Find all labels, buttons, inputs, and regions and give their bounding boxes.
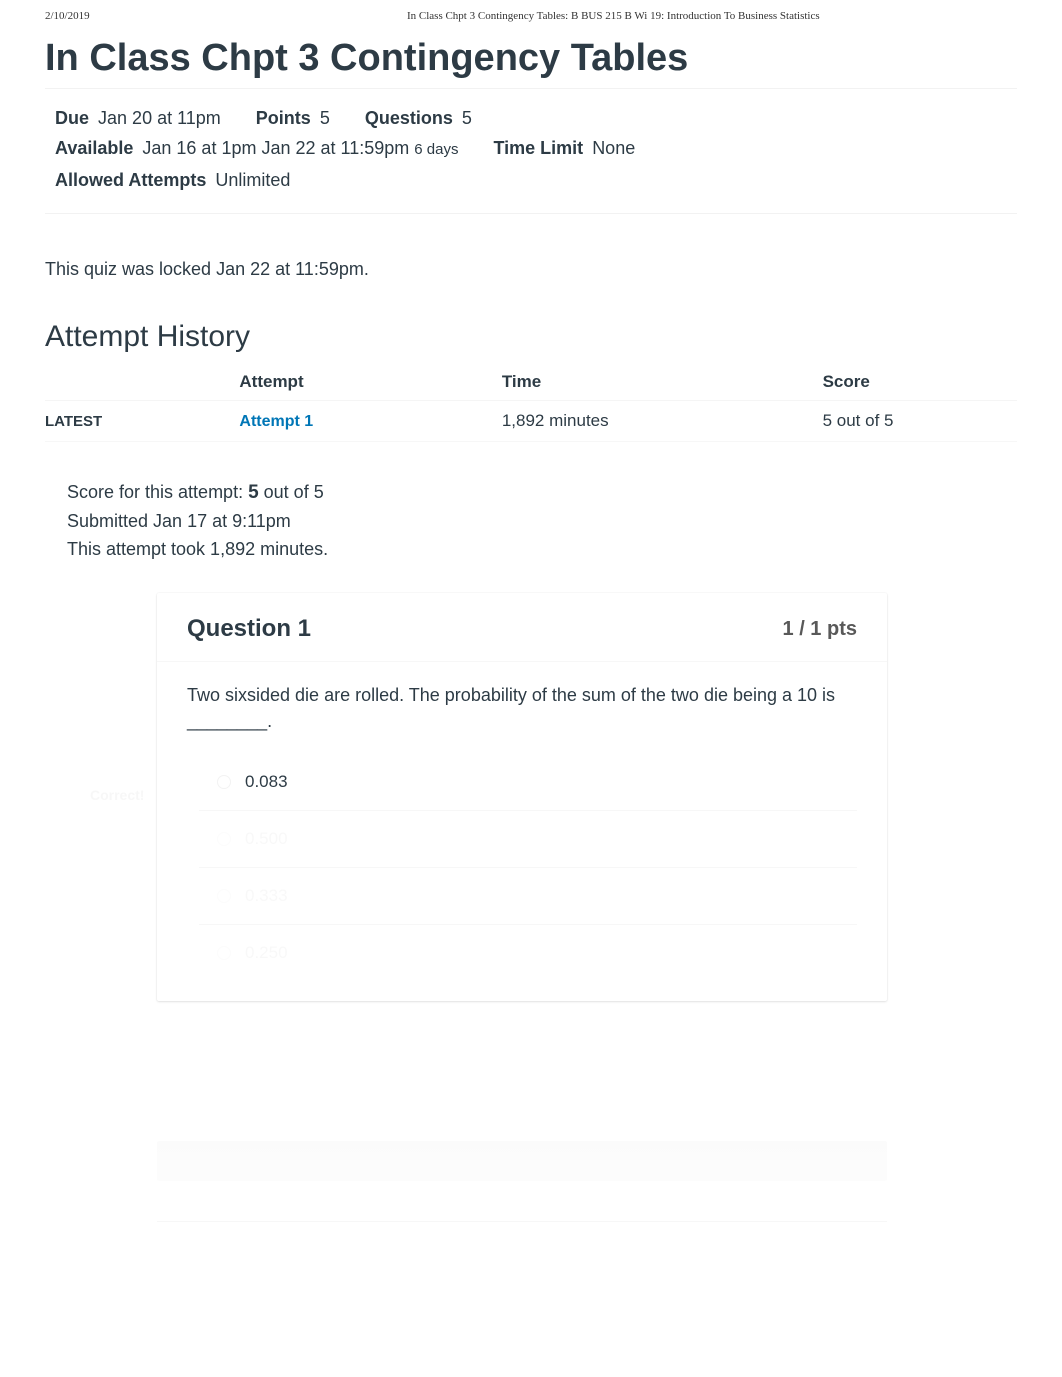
due-label: Due (55, 108, 89, 128)
option: 0.500 (199, 810, 857, 867)
available-item: Available Jan 16 at 1pm Jan 22 at 11:59p… (55, 133, 458, 165)
available-days: 6 days (414, 141, 458, 158)
questions-item: Questions 5 (365, 103, 472, 133)
radio-icon (217, 946, 231, 960)
radio-icon (217, 889, 231, 903)
option-text: 0.500 (245, 829, 288, 849)
locked-message: This quiz was locked Jan 22 at 11:59pm. (45, 259, 1017, 280)
score-line-1: Score for this attempt: 5 out of 5 (67, 478, 1017, 507)
due-value: Jan 20 at 11pm (98, 108, 221, 128)
blurred-region (157, 1221, 887, 1231)
page-title: In Class Chpt 3 Contingency Tables (45, 37, 1017, 80)
timelimit-label: Time Limit (493, 138, 583, 158)
blurred-region (157, 1141, 887, 1181)
correct-label: Correct! (90, 787, 144, 803)
submitted-line: Submitted Jan 17 at 9:11pm (67, 507, 1017, 535)
timelimit-item: Time Limit None (493, 133, 635, 163)
row-time: 1,892 minutes (502, 401, 823, 442)
allowed-item: Allowed Attempts Unlimited (55, 165, 290, 195)
questions-label: Questions (365, 108, 453, 128)
option: 0.333 (199, 867, 857, 924)
header-course: In Class Chpt 3 Contingency Tables: B BU… (210, 10, 1017, 22)
col-attempt: Attempt (239, 364, 501, 401)
option-text: 0.333 (245, 886, 288, 906)
questions-value: 5 (462, 108, 472, 128)
score-post: out of 5 (259, 482, 324, 502)
col-score: Score (823, 364, 1017, 401)
row-score: 5 out of 5 (823, 401, 1017, 442)
option-text: 0.250 (245, 943, 288, 963)
available-value: Jan 16 at 1pm Jan 22 at 11:59pm (142, 138, 409, 158)
score-summary: Score for this attempt: 5 out of 5 Submi… (67, 478, 1017, 563)
allowed-label: Allowed Attempts (55, 170, 206, 190)
row-status: LATEST (45, 401, 239, 442)
score-value: 5 (248, 482, 259, 503)
points-item: Points 5 (256, 103, 330, 133)
question-pts: 1 / 1 pts (783, 618, 857, 641)
points-value: 5 (320, 108, 330, 128)
print-header: 2/10/2019 In Class Chpt 3 Contingency Ta… (45, 10, 1017, 37)
header-date: 2/10/2019 (45, 10, 90, 22)
col-time: Time (502, 364, 823, 401)
quiz-meta: Due Jan 20 at 11pm Points 5 Questions 5 … (45, 89, 1017, 213)
score-pre: Score for this attempt: (67, 482, 248, 502)
points-label: Points (256, 108, 311, 128)
attempt-history-heading: Attempt History (45, 320, 1017, 354)
table-row: LATEST Attempt 1 1,892 minutes 5 out of … (45, 401, 1017, 442)
due-item: Due Jan 20 at 11pm (55, 103, 221, 133)
attempt-link[interactable]: Attempt 1 (239, 413, 313, 430)
option: 0.250 (199, 924, 857, 981)
allowed-value: Unlimited (215, 170, 290, 190)
option-text: 0.083 (245, 772, 288, 792)
divider (45, 213, 1017, 214)
option-correct: 0.083 (199, 754, 857, 810)
question-body: Two sixsided die are rolled. The probabi… (157, 662, 887, 744)
attempt-history-table: Attempt Time Score LATEST Attempt 1 1,89… (45, 364, 1017, 442)
question-card: Question 1 1 / 1 pts Two sixsided die ar… (157, 593, 887, 1001)
duration-line: This attempt took 1,892 minutes. (67, 535, 1017, 563)
timelimit-value: None (592, 138, 635, 158)
col-blank (45, 364, 239, 401)
available-label: Available (55, 138, 133, 158)
radio-icon (217, 775, 231, 789)
question-title: Question 1 (187, 615, 311, 643)
radio-icon (217, 832, 231, 846)
question-options: 0.083 0.500 0.333 0.250 (157, 744, 887, 1001)
